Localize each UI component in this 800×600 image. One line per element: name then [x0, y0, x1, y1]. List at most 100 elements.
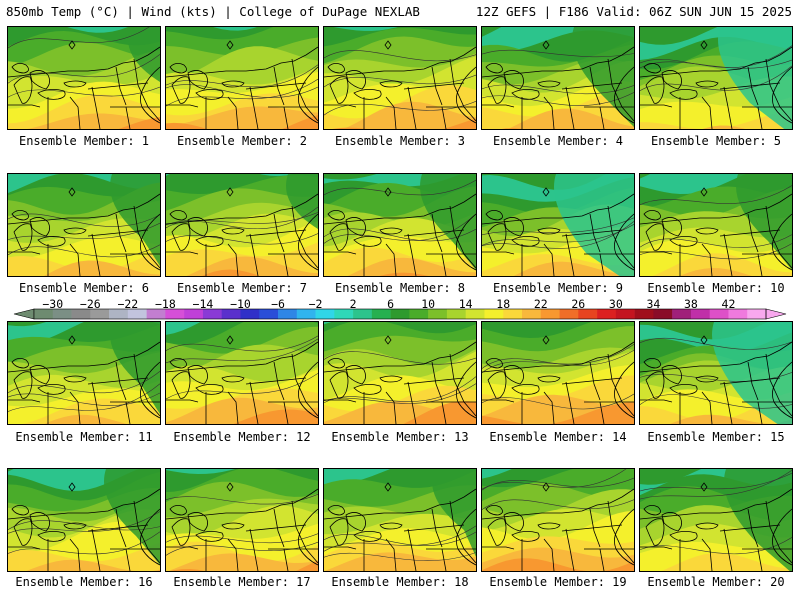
colorbar-tick-label: 34 [646, 297, 661, 311]
colorbar-swatch [202, 309, 222, 319]
colorbar-tick-label: 26 [571, 297, 586, 311]
colorbar-tick-label: 30 [608, 297, 623, 311]
ensemble-map-panel [165, 26, 319, 130]
colorbar-tick-label: 14 [458, 297, 473, 311]
colorbar-tick-label: −10 [230, 297, 251, 311]
ensemble-map-panel [323, 468, 477, 572]
ensemble-map-panel [481, 173, 635, 277]
ensemble-map-panel [639, 321, 793, 425]
ensemble-map-panel [7, 468, 161, 572]
temperature-field-map [8, 469, 160, 571]
temperature-field-map [166, 174, 318, 276]
ensemble-map-panel [165, 173, 319, 277]
colorbar-swatch [615, 309, 635, 319]
colorbar-tick-label: 2 [349, 297, 357, 311]
ensemble-map-panel [639, 26, 793, 130]
ensemble-member-label: Ensemble Member: 14 [489, 430, 627, 444]
colorbar-swatch [315, 309, 335, 319]
colorbar-labels: −30 −26 −22 −18 −14 −10 −6 −2 2 6 10 14 18 22 26 30 34 38… [0, 297, 800, 311]
ensemble-member-label: Ensemble Member: 4 [492, 134, 624, 148]
colorbar-swatch [446, 309, 466, 319]
ensemble-map-panel [639, 173, 793, 277]
colorbar-swatch [540, 309, 560, 319]
ensemble-member-label: Ensemble Member: 19 [489, 575, 627, 589]
colorbar-swatch [559, 309, 579, 319]
colorbar-strip [13, 308, 787, 320]
colorbar-swatch [409, 309, 429, 319]
ensemble-member-label: Ensemble Member: 10 [647, 281, 785, 295]
colorbar-tick-label: 10 [421, 297, 436, 311]
colorbar-swatch [90, 309, 110, 319]
colorbar-swatch [52, 309, 72, 319]
ensemble-member-label: Ensemble Member: 15 [647, 430, 785, 444]
colorbar-swatch [578, 309, 598, 319]
colorbar-swatch [184, 309, 204, 319]
colorbar-swatch [503, 309, 523, 319]
ensemble-member-label: Ensemble Member: 16 [15, 575, 153, 589]
temperature-field-map [324, 174, 476, 276]
colorbar-swatch [296, 309, 316, 319]
colorbar-tick-label: −2 [308, 297, 323, 311]
ensemble-member-label: Ensemble Member: 8 [334, 281, 466, 295]
ensemble-map-panel [639, 468, 793, 572]
colorbar-swatch [259, 309, 279, 319]
colorbar-tick-label: 42 [721, 297, 736, 311]
colorbar-arrow-right [765, 308, 787, 320]
ensemble-map-panel [323, 321, 477, 425]
colorbar-swatch [146, 309, 166, 319]
temperature-field-map [8, 27, 160, 129]
ensemble-member-label: Ensemble Member: 13 [331, 430, 469, 444]
colorbar-swatch [484, 309, 504, 319]
ensemble-map-panel [7, 173, 161, 277]
colorbar-swatch [428, 309, 448, 319]
temperature-field-map [640, 469, 792, 571]
colorbar-tick-label: 6 [387, 297, 395, 311]
run-info: 12Z GEFS | F186 Valid: 06Z SUN JUN 15 20… [475, 4, 792, 19]
ensemble-map-panel [165, 468, 319, 572]
ensemble-map-panel [7, 26, 161, 130]
temperature-field-map [8, 174, 160, 276]
ensemble-member-label: Ensemble Member: 20 [647, 575, 785, 589]
colorbar-swatch [690, 309, 710, 319]
colorbar-tick-label: −26 [79, 297, 101, 311]
ensemble-member-label: Ensemble Member: 18 [331, 575, 469, 589]
temperature-field-map [640, 174, 792, 276]
colorbar-swatch [371, 309, 391, 319]
ensemble-member-label: Ensemble Member: 17 [173, 575, 311, 589]
colorbar-tick-label: 22 [533, 297, 548, 311]
ensemble-member-label: Ensemble Member: 6 [18, 281, 150, 295]
temperature-field-map [640, 322, 792, 424]
ensemble-map-panel [481, 26, 635, 130]
temperature-field-map [166, 469, 318, 571]
colorbar-swatch [728, 309, 748, 319]
colorbar-swatch [353, 309, 373, 319]
ensemble-member-label: Ensemble Member: 9 [492, 281, 624, 295]
ensemble-member-label: Ensemble Member: 1 [18, 134, 150, 148]
ensemble-map-panel [481, 321, 635, 425]
colorbar-swatch [221, 309, 241, 319]
ensemble-member-label: Ensemble Member: 5 [650, 134, 782, 148]
ensemble-map-panel [165, 321, 319, 425]
temperature-field-map [640, 27, 792, 129]
colorbar-swatch [109, 309, 129, 319]
colorbar-swatch [334, 309, 354, 319]
colorbar-tick-label: −6 [271, 297, 285, 311]
colorbar-swatch [165, 309, 185, 319]
colorbar-swatch [522, 309, 542, 319]
colorbar-tick-label: −22 [117, 297, 139, 311]
ensemble-map-panel [481, 468, 635, 572]
colorbar-tick-label: 38 [683, 297, 698, 311]
temperature-field-map [482, 27, 634, 129]
colorbar-tick-label: −18 [154, 297, 176, 311]
colorbar-arrow-left [13, 308, 35, 320]
ensemble-member-label: Ensemble Member: 7 [176, 281, 308, 295]
chart-title: 850mb Temp (°C) | Wind (kts) | College o… [6, 4, 420, 19]
colorbar-swatch [747, 309, 767, 319]
colorbar-swatch [597, 309, 617, 319]
temperature-field-map [324, 469, 476, 571]
colorbar-swatch [672, 309, 692, 319]
colorbar-swatch [71, 309, 91, 319]
temperature-field-map [324, 322, 476, 424]
colorbar-swatch [709, 309, 729, 319]
